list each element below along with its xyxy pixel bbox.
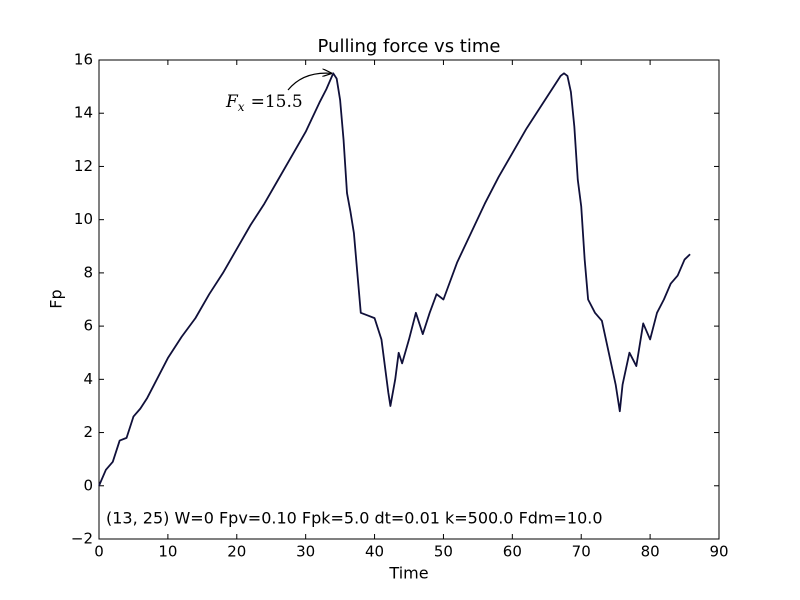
y-tick-label: 6 (83, 317, 93, 335)
annotation-arrow (287, 73, 331, 91)
annotation: Fx =15.5 (225, 92, 303, 114)
y-tick-label: 8 (83, 263, 93, 281)
y-tick-label: 16 (74, 51, 93, 69)
y-tick-label: 10 (74, 210, 93, 228)
y-tick-label: 14 (74, 104, 93, 122)
x-tick-label: 0 (94, 543, 104, 561)
x-tick-label: 70 (572, 543, 591, 561)
x-tick-label: 80 (641, 543, 660, 561)
x-tick-label: 20 (227, 543, 246, 561)
y-tick-label: 12 (74, 157, 93, 175)
annotation-text: =15.5 (251, 92, 303, 112)
y-tick-label: 0 (83, 476, 93, 494)
x-tick-label: 90 (709, 543, 728, 561)
x-tick-label: 30 (296, 543, 315, 561)
y-tick-label: −2 (71, 530, 93, 548)
plot-frame (98, 59, 720, 540)
x-tick-label: 50 (434, 543, 453, 561)
annotation-subscript: x (238, 100, 245, 114)
y-axis-label: Fp (47, 289, 66, 308)
x-axis-label: Time (388, 564, 428, 583)
x-tick-label: 60 (503, 543, 522, 561)
y-tick-label: 4 (83, 370, 93, 388)
annotation-symbol: F (225, 92, 239, 112)
data-line (98, 72, 691, 487)
note: (13, 25) W=0 Fpv=0.10 Fpk=5.0 dt=0.01 k=… (106, 509, 603, 528)
y-tick-label: 2 (83, 423, 93, 441)
chart-title: Pulling force vs time (318, 36, 501, 57)
x-tick-label: 10 (158, 543, 177, 561)
x-tick-label: 40 (365, 543, 384, 561)
